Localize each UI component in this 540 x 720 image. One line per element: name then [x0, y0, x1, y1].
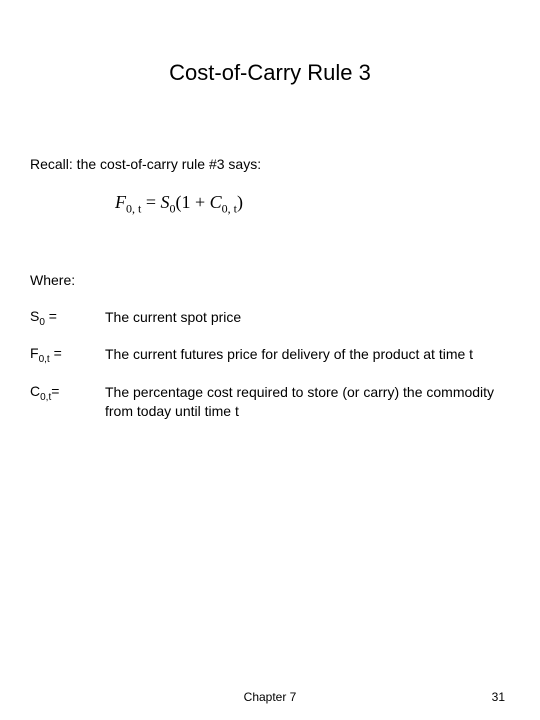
sym-tail: =	[50, 345, 62, 361]
sym-base: S	[30, 308, 39, 324]
definition-symbol: F0,t =	[30, 345, 105, 383]
page-title: Cost-of-Carry Rule 3	[30, 60, 510, 86]
definition-description: The percentage cost required to store (o…	[105, 383, 510, 439]
definition-description: The current spot price	[105, 308, 510, 346]
definition-row: F0,t = The current futures price for del…	[30, 345, 510, 383]
definition-description: The current futures price for delivery o…	[105, 345, 510, 383]
page-number: 31	[492, 690, 505, 704]
formula: F0, t = S0(1 + C0, t)	[115, 192, 510, 217]
formula-eq: =	[141, 192, 160, 212]
definitions-table: S0 = The current spot price F0,t = The c…	[30, 308, 510, 439]
definition-row: S0 = The current spot price	[30, 308, 510, 346]
formula-lhs-sub: 0, t	[126, 202, 141, 216]
recall-text: Recall: the cost-of-carry rule #3 says:	[30, 156, 510, 172]
formula-rhs-close: )	[237, 192, 243, 212]
formula-rhs-var1: S	[161, 192, 170, 212]
definition-row: C0,t= The percentage cost required to st…	[30, 383, 510, 439]
definition-symbol: C0,t=	[30, 383, 105, 439]
formula-rhs-sub2: 0, t	[222, 202, 237, 216]
formula-lhs-var: F	[115, 192, 126, 212]
formula-rhs-open: (1 +	[176, 192, 210, 212]
sym-sub: 0,t	[39, 354, 50, 365]
definition-symbol: S0 =	[30, 308, 105, 346]
sym-base: F	[30, 345, 39, 361]
formula-rhs-var2: C	[210, 192, 222, 212]
sym-tail: =	[51, 383, 59, 399]
sym-base: C	[30, 383, 40, 399]
sym-sub: 0,t	[40, 392, 51, 403]
chapter-label: Chapter 7	[244, 690, 297, 704]
where-label: Where:	[30, 272, 510, 288]
sym-tail: =	[45, 308, 57, 324]
